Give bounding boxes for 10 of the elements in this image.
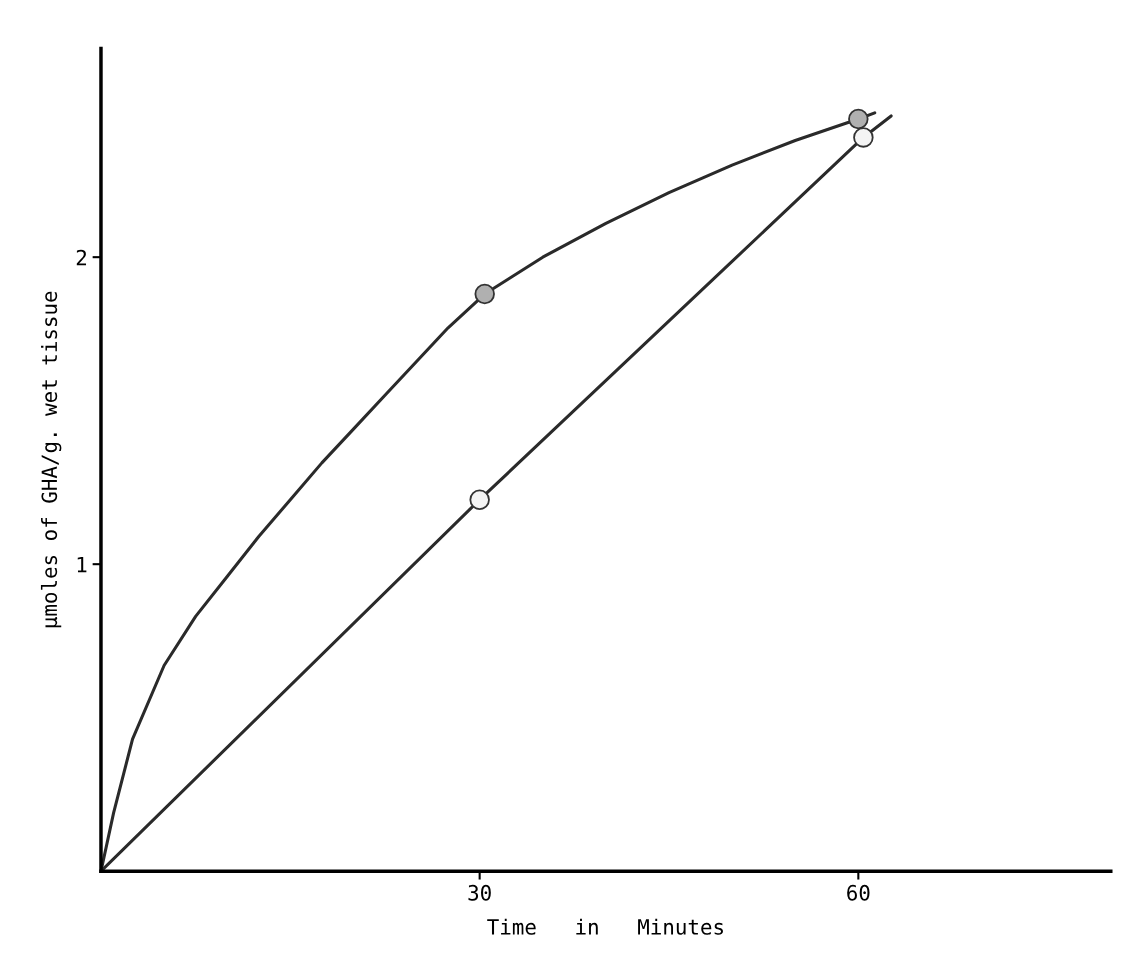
x-tick-label: 30: [468, 884, 491, 901]
point: [474, 283, 495, 305]
point: [848, 108, 869, 130]
x-tick-label: 60: [847, 884, 870, 901]
y-axis-title: µmoles of GHA/g. wet tissue: [40, 291, 62, 628]
x-axis-title: Time in Minutes: [487, 918, 723, 935]
y-tick-label: 1: [77, 556, 87, 573]
point: [469, 489, 490, 510]
y-tick-label: 2: [76, 249, 87, 266]
point: [853, 127, 874, 148]
